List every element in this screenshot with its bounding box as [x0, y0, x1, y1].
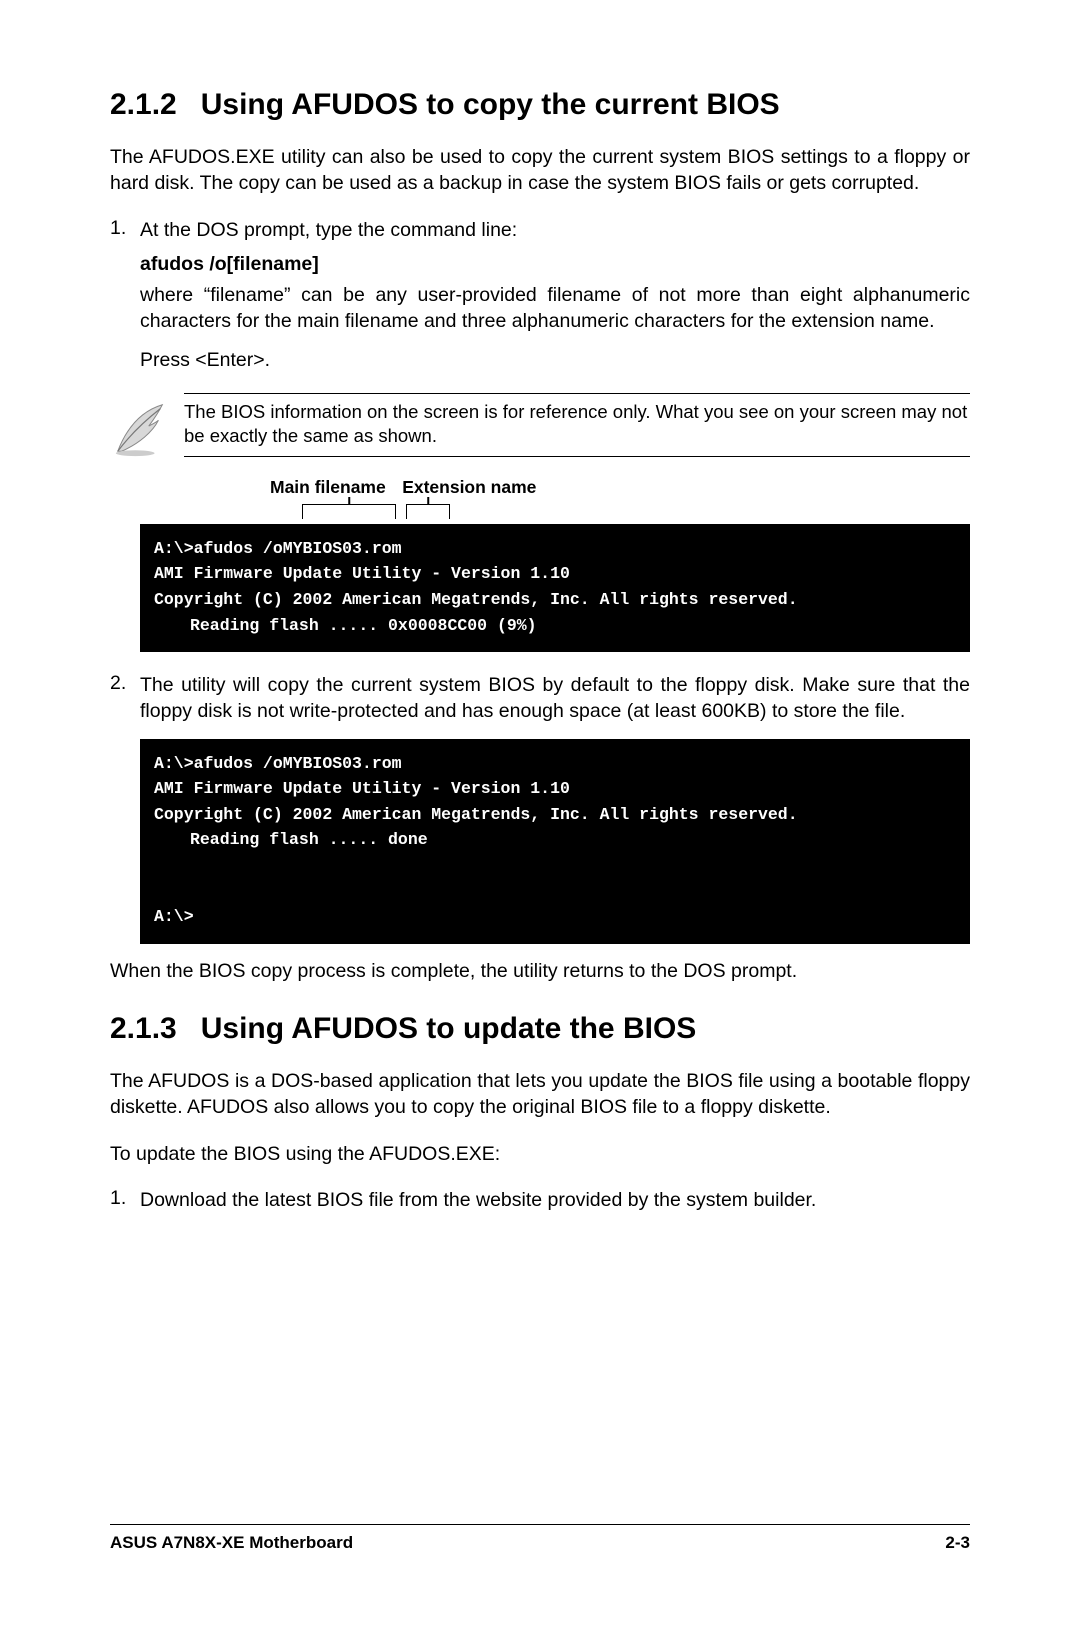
filename-brackets: [172, 498, 970, 524]
section-213-intro: The AFUDOS is a DOS-based application th…: [110, 1068, 970, 1121]
step-1-row: 1. At the DOS prompt, type the command l…: [110, 217, 970, 243]
term2-line3: Copyright (C) 2002 American Megatrends, …: [154, 805, 798, 824]
term2-line4: Reading flash ..... done: [154, 827, 956, 853]
filename-labels: Main filename Extension name: [172, 477, 970, 498]
term2-line1: A:\>afudos /oMYBIOS03.rom: [154, 754, 402, 773]
footer-left: ASUS A7N8X-XE Motherboard: [110, 1533, 353, 1553]
bracket-main: [302, 504, 396, 519]
footer-right: 2-3: [945, 1533, 970, 1553]
after-step2: When the BIOS copy process is complete, …: [110, 958, 970, 984]
step-1-text: At the DOS prompt, type the command line…: [140, 217, 970, 243]
label-main-filename: Main filename: [270, 477, 386, 498]
section-212-intro: The AFUDOS.EXE utility can also be used …: [110, 144, 970, 197]
section-212-heading: 2.1.2 Using AFUDOS to copy the current BI…: [110, 88, 970, 122]
term1-line1: A:\>afudos /oMYBIOS03.rom: [154, 539, 402, 558]
page-footer: ASUS A7N8X-XE Motherboard 2-3: [110, 1524, 970, 1553]
section-213-title: Using AFUDOS to update the BIOS: [201, 1012, 697, 1045]
s213-step-1-row: 1. Download the latest BIOS file from th…: [110, 1187, 970, 1213]
s213-step-1-number: 1.: [110, 1187, 140, 1213]
note-content: The BIOS information on the screen is fo…: [184, 393, 970, 457]
term1-line3: Copyright (C) 2002 American Megatrends, …: [154, 590, 798, 609]
term1-line4: Reading flash ..... 0x0008CC00 (9%): [154, 613, 956, 639]
term2-line2: AMI Firmware Update Utility - Version 1.…: [154, 779, 570, 798]
section-213-number: 2.1.3: [110, 1012, 177, 1046]
press-enter: Press <Enter>.: [140, 347, 970, 373]
step-2-row: 2. The utility will copy the current sys…: [110, 672, 970, 725]
term2-line5: A:\>: [154, 907, 194, 926]
document-page: 2.1.2 Using AFUDOS to copy the current BI…: [0, 0, 1080, 1627]
step-2-text: The utility will copy the current system…: [140, 672, 970, 725]
terminal-output-1: A:\>afudos /oMYBIOS03.rom AMI Firmware U…: [140, 524, 970, 652]
to-update-line: To update the BIOS using the AFUDOS.EXE:: [110, 1141, 970, 1167]
label-extension-name: Extension name: [402, 477, 536, 498]
section-212-title: Using AFUDOS to copy the current BIOS: [201, 88, 780, 121]
terminal-output-2: A:\>afudos /oMYBIOS03.rom AMI Firmware U…: [140, 739, 970, 944]
step-1-number: 1.: [110, 217, 140, 243]
note-block: The BIOS information on the screen is fo…: [110, 393, 970, 459]
note-text: The BIOS information on the screen is fo…: [184, 394, 970, 456]
bracket-ext: [406, 504, 450, 519]
filename-explanation: where “filename” can be any user-provide…: [140, 282, 970, 335]
term1-line2: AMI Firmware Update Utility - Version 1.…: [154, 564, 570, 583]
afudos-command: afudos /o[filename]: [140, 253, 970, 276]
section-212-number: 2.1.2: [110, 88, 177, 122]
step-2-number: 2.: [110, 672, 140, 725]
section-213-heading: 2.1.3 Using AFUDOS to update the BIOS: [110, 1012, 970, 1046]
feather-icon: [110, 393, 184, 459]
s213-step-1-text: Download the latest BIOS file from the w…: [140, 1187, 970, 1213]
